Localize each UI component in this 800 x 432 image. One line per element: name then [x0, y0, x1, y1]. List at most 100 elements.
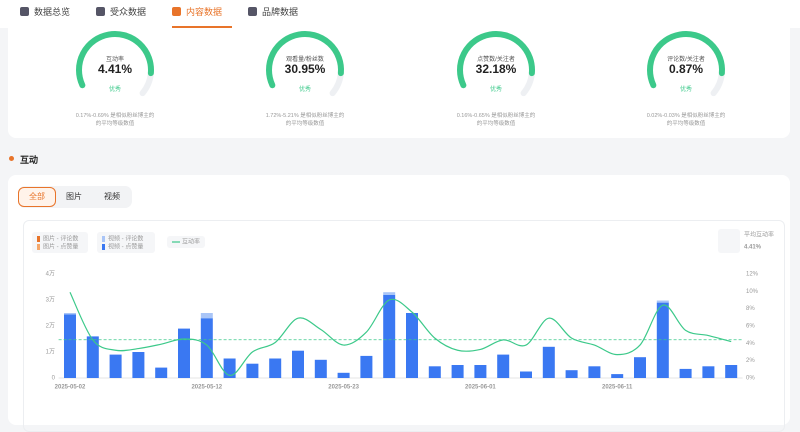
y2-tick-label: 2% [746, 358, 755, 364]
tab[interactable]: 内容数据 [172, 0, 233, 28]
bar [109, 354, 122, 378]
average-title: 平均互动率 [744, 231, 774, 239]
gauge [76, 31, 154, 97]
bar [656, 302, 669, 378]
bar [474, 365, 487, 378]
bar [611, 374, 624, 378]
bar [360, 355, 373, 378]
y2-tick-label: 8% [746, 306, 755, 312]
average-value: 4.41% [744, 245, 762, 251]
bar [64, 313, 76, 315]
gauge-arc [457, 31, 535, 89]
chart: 0 1万 2万 3万 4万 0% 2% 4% 6% 8% 10% 12% 2025-05-02 2025-… [32, 230, 775, 391]
tab-icon [248, 7, 257, 16]
gauge-rating: 优秀 [108, 87, 121, 93]
section-title: 互动 [20, 155, 39, 165]
tab-label: 内容数据 [186, 7, 223, 17]
gauge-arc [266, 31, 344, 89]
gauge-value: 30.95% [284, 62, 326, 76]
bar [383, 294, 396, 378]
y-tick-label: 4万 [46, 271, 55, 278]
gauge-rating: 优秀 [489, 87, 502, 93]
tab-label: 品牌数据 [262, 7, 299, 17]
y2-tick-label: 6% [746, 324, 755, 330]
x-tick-label: 2025-06-01 [465, 385, 496, 391]
legend-swatch [102, 244, 105, 250]
tab-icon [96, 7, 105, 16]
gauge-note: 1.72%-5.21% 是相似粉丝博主的的平均等级数值 [265, 113, 345, 127]
bar [656, 300, 669, 303]
tab-label: 受众数据 [110, 7, 147, 17]
bar [314, 359, 327, 378]
gauge-note: 0.02%-0.03% 是相似粉丝博主的的平均等级数值 [646, 113, 726, 127]
gauge-rating: 优秀 [298, 87, 311, 93]
tab[interactable]: 受众数据 [96, 0, 146, 26]
gauge-value: 0.87% [668, 62, 704, 76]
y2-tick-label: 4% [746, 341, 755, 347]
gauge-value: 4.41% [97, 62, 133, 76]
bar [588, 366, 601, 378]
y2-tick-label: 0% [746, 376, 755, 382]
gauge [266, 31, 344, 97]
filter-button[interactable]: 全部 [18, 187, 56, 207]
gauge-value: 32.18% [475, 62, 517, 76]
legend-label: 视频 - 评论数 [108, 235, 143, 243]
legend-label: 图片 - 点赞量 [43, 243, 78, 251]
gauge-label: 评论数/关注者 [667, 57, 705, 63]
filter-button[interactable]: 视频 [104, 192, 120, 201]
bar [497, 354, 510, 378]
bar [428, 366, 441, 378]
tab[interactable]: 品牌数据 [248, 0, 298, 26]
filter-button[interactable]: 图片 [66, 192, 82, 201]
gauge-rating: 优秀 [679, 87, 692, 93]
gauge [457, 31, 535, 97]
chart-card: 全部 图片 视频 [8, 175, 790, 432]
bar [64, 314, 76, 378]
y-tick-label: 1万 [46, 349, 55, 356]
y2-tick-label: 10% [746, 289, 759, 295]
x-tick-label: 2025-05-23 [328, 385, 359, 391]
bar [634, 357, 646, 378]
bar [406, 313, 418, 378]
rate-line [69, 291, 732, 376]
bar [451, 365, 464, 378]
tab-icon [172, 7, 181, 16]
filter-group: 全部 图片 视频 [18, 186, 132, 208]
bar [542, 346, 555, 378]
tab-bar: 数据总览 受众数据 内容数据 品牌数据 [0, 0, 800, 28]
bar [155, 367, 168, 378]
legend-swatch [37, 244, 40, 250]
bar [86, 336, 99, 378]
legend-swatch [37, 236, 40, 242]
y-tick-label: 0 [52, 376, 56, 382]
gauge-arc [647, 31, 725, 89]
legend-box [97, 232, 155, 253]
legend-label: 视频 - 点赞量 [108, 243, 143, 251]
x-tick-label: 2025-05-12 [191, 385, 222, 391]
bar [132, 352, 145, 378]
bar [702, 366, 715, 378]
bar [200, 313, 213, 319]
bar [200, 318, 213, 378]
bar [178, 328, 190, 378]
y-tick-label: 3万 [46, 297, 55, 304]
legend-box [167, 236, 205, 248]
gauge-label: 点赞数/关注者 [477, 57, 515, 63]
gauge-label: 观看量/粉丝数 [286, 57, 324, 63]
bar [725, 365, 738, 378]
gauge-card: 互动率 4.41% 优秀 0.17%-0.69% 是相似粉丝博主的的平均等级数值 观看量… [8, 28, 790, 138]
bar [292, 350, 304, 378]
x-tick-label: 2025-06-11 [602, 385, 633, 391]
tab-icon [20, 7, 29, 16]
gauge [647, 31, 725, 97]
gauge-arc [76, 31, 154, 89]
bar [246, 363, 259, 378]
legend-box [32, 232, 88, 253]
bar [269, 358, 282, 378]
tab[interactable]: 数据总览 [20, 0, 70, 26]
gauge-label: 互动率 [105, 57, 124, 63]
y-tick-label: 2万 [46, 323, 55, 330]
legend-swatch [102, 236, 105, 242]
legend-label: 互动率 [182, 238, 200, 246]
